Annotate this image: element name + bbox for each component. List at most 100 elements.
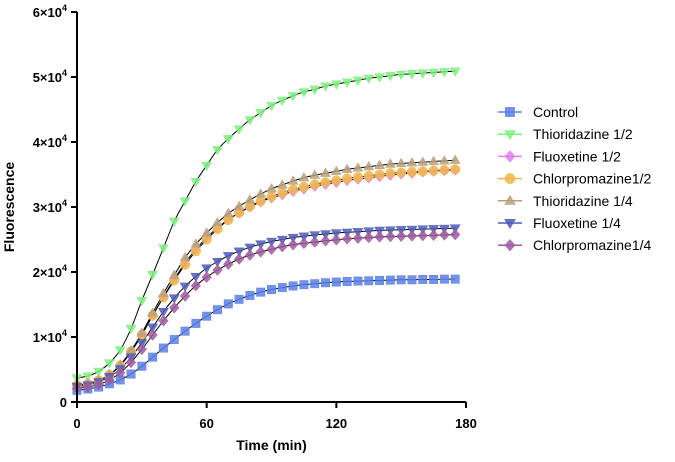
data-point-control — [277, 283, 287, 293]
legend-item-thioridazine-1-2: Thioridazine 1/2 — [498, 126, 633, 142]
data-point-thioridazine-1-4 — [179, 252, 191, 262]
data-point-control — [407, 275, 417, 285]
data-point-thioridazine-1-2 — [330, 80, 342, 90]
data-point-thioridazine-1-2 — [136, 296, 148, 307]
data-point-control — [299, 280, 309, 290]
legend-marker — [504, 173, 516, 185]
data-point-control — [126, 369, 136, 379]
data-point-thioridazine-1-2 — [233, 125, 245, 135]
data-point-chlorpromazine1-4 — [331, 234, 342, 246]
data-point-chlorpromazine1-2 — [309, 179, 320, 190]
data-point-chlorpromazine1-4 — [428, 229, 439, 242]
data-point-chlorpromazine1-2 — [406, 166, 418, 177]
data-point-fluoxetine-1-4 — [212, 257, 223, 268]
legend-label: Chlorpromazine1/4 — [533, 237, 651, 253]
data-point-chlorpromazine1-2 — [320, 177, 331, 188]
data-point-fluoxetine-1-4 — [158, 308, 169, 318]
data-point-chlorpromazine1-4 — [385, 230, 396, 243]
data-point-thioridazine-1-4 — [298, 172, 310, 182]
data-point-chlorpromazine1-4 — [320, 235, 331, 247]
data-point-thioridazine-1-4 — [158, 287, 169, 298]
data-point-thioridazine-1-4 — [168, 269, 180, 279]
data-point-chlorpromazine1-4 — [158, 314, 169, 327]
data-point-control — [202, 311, 212, 321]
y-tick-label-base: 0 — [60, 395, 67, 410]
data-point-thioridazine-1-2 — [352, 76, 364, 86]
data-point-thioridazine-1-4 — [201, 227, 213, 237]
data-point-thioridazine-1-4 — [417, 156, 429, 166]
data-point-thioridazine-1-4 — [374, 159, 385, 170]
y-tick-label-exponent: 4 — [62, 3, 67, 13]
data-point-chlorpromazine1-2 — [363, 170, 374, 181]
data-point-thioridazine-1-4 — [406, 157, 418, 167]
data-point-thioridazine-1-2 — [82, 372, 94, 382]
data-point-thioridazine-1-2 — [428, 68, 440, 79]
data-point-fluoxetine-1-4 — [244, 243, 256, 253]
data-point-control — [429, 275, 439, 284]
data-point-thioridazine-1-4 — [287, 175, 299, 185]
data-point-control — [385, 275, 395, 285]
y-tick-label-exponent: 4 — [62, 198, 67, 208]
data-points — [71, 67, 461, 395]
data-point-thioridazine-1-2 — [190, 178, 202, 188]
legend-item-chlorpromazine1-4: Chlorpromazine1/4 — [498, 237, 651, 253]
data-point-chlorpromazine1-4 — [125, 356, 137, 369]
data-point-thioridazine-1-4 — [190, 238, 202, 248]
data-point-thioridazine-1-4 — [309, 169, 321, 179]
data-point-fluoxetine-1-4 — [179, 282, 191, 292]
data-point-chlorpromazine1-4 — [266, 243, 277, 256]
x-tick-label: 60 — [199, 416, 213, 431]
legend: Control Thioridazine 1/2 Fluoxetine 1/2 Chl… — [498, 104, 651, 253]
data-point-chlorpromazine1-4 — [298, 237, 310, 250]
data-point-chlorpromazine1-4 — [352, 232, 364, 244]
x-tick-label: 0 — [73, 416, 80, 431]
data-point-control — [137, 361, 147, 371]
data-point-chlorpromazine1-4 — [169, 301, 180, 314]
data-point-thioridazine-1-2 — [255, 109, 267, 119]
data-point-thioridazine-1-2 — [298, 88, 310, 98]
data-point-thioridazine-1-4 — [276, 179, 288, 189]
data-point-chlorpromazine1-4 — [115, 366, 126, 379]
data-point-thioridazine-1-2 — [374, 73, 385, 83]
data-point-chlorpromazine1-4 — [244, 249, 256, 261]
data-point-chlorpromazine1-4 — [201, 271, 212, 283]
data-point-thioridazine-1-2 — [363, 74, 375, 84]
data-point-chlorpromazine1-2 — [450, 164, 461, 175]
data-point-chlorpromazine1-4 — [190, 279, 201, 292]
data-point-thioridazine-1-2 — [449, 67, 461, 77]
data-point-chlorpromazine1-2 — [180, 259, 191, 270]
y-tick-label: 6×104 — [33, 3, 67, 20]
data-point-thioridazine-1-2 — [384, 72, 396, 82]
legend-marker — [504, 219, 516, 230]
y-tick-label-base: 2×10 — [33, 265, 62, 280]
data-point-chlorpromazine1-4 — [342, 233, 353, 245]
data-point-thioridazine-1-4 — [244, 194, 256, 204]
data-point-chlorpromazine1-4 — [179, 290, 191, 302]
data-point-thioridazine-1-4 — [330, 165, 342, 175]
data-point-chlorpromazine1-2 — [190, 246, 201, 257]
data-point-control — [256, 287, 266, 297]
x-axis-title: Time (min) — [236, 437, 307, 453]
data-point-control — [213, 305, 222, 315]
y-tick-label-base: 5×10 — [33, 70, 62, 85]
legend-label: Fluoxetine 1/4 — [533, 215, 621, 231]
data-point-thioridazine-1-2 — [179, 197, 191, 207]
data-point-chlorpromazine1-2 — [385, 168, 396, 179]
data-point-fluoxetine-1-4 — [287, 233, 299, 244]
legend-label: Thioridazine 1/4 — [533, 193, 633, 209]
data-point-chlorpromazine1-4 — [439, 229, 450, 241]
data-point-thioridazine-1-2 — [287, 92, 299, 102]
data-point-chlorpromazine1-4 — [233, 253, 245, 265]
data-point-chlorpromazine1-4 — [147, 329, 158, 341]
series-fluoxetine-1-4 — [71, 224, 461, 393]
legend-marker — [505, 107, 515, 117]
y-axis-title: Fluorescence — [1, 162, 17, 252]
legend-marker — [504, 150, 516, 163]
data-point-fluoxetine-1-4 — [190, 272, 202, 283]
data-point-control — [353, 276, 363, 286]
data-point-thioridazine-1-2 — [244, 116, 256, 126]
data-point-thioridazine-1-4 — [341, 163, 353, 173]
